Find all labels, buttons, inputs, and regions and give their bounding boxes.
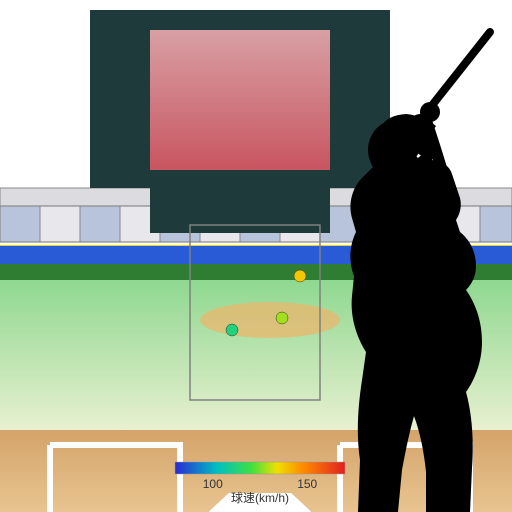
pitch-marker <box>276 312 288 324</box>
scoreboard-screen <box>150 30 330 170</box>
pitch-marker <box>226 324 238 336</box>
pitch-marker <box>294 270 306 282</box>
scoreboard-base <box>150 188 330 233</box>
stand-panel <box>480 206 512 242</box>
legend-label: 球速(km/h) <box>231 491 289 505</box>
stand-panel <box>40 206 80 242</box>
stand-panel <box>80 206 120 242</box>
stand-panel <box>0 206 40 242</box>
legend-bar <box>175 462 345 474</box>
legend-tick: 150 <box>297 477 317 491</box>
legend-tick: 100 <box>203 477 223 491</box>
pitch-chart: 100 150 球速(km/h) <box>0 0 512 512</box>
pitchers-mound <box>200 302 340 338</box>
